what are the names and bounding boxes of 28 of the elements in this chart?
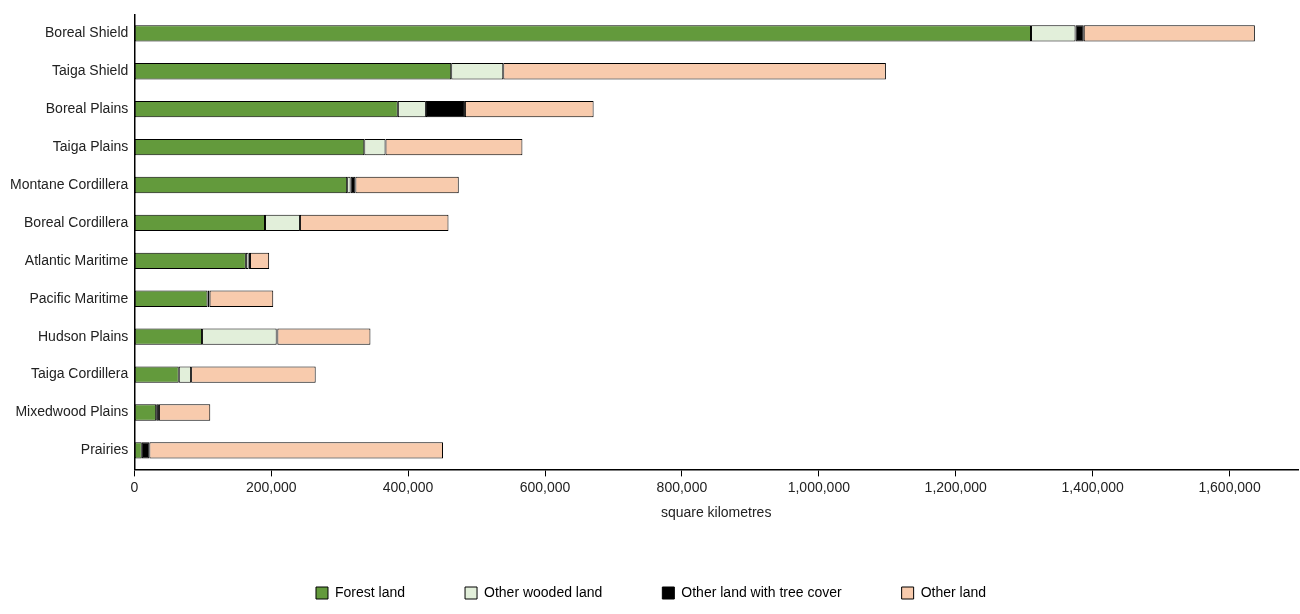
x-axis-title: square kilometres bbox=[660, 504, 772, 521]
bar bbox=[1075, 25, 1084, 42]
y-tick-label: Atlantic Maritime bbox=[24, 251, 129, 268]
bar bbox=[141, 442, 150, 459]
x-tick-label: 0 bbox=[130, 478, 139, 495]
legend-label: Forest land bbox=[335, 583, 406, 600]
y-tick-label: Boreal Plains bbox=[45, 100, 129, 117]
y-tick-label: Boreal Shield bbox=[45, 24, 129, 41]
x-tick-label: 400,000 bbox=[382, 478, 434, 495]
x-tick-label: 1,000,000 bbox=[787, 478, 851, 495]
y-tick-label: Taiga Shield bbox=[52, 62, 129, 79]
x-tick-label: 1,600,000 bbox=[1198, 478, 1261, 495]
y-tick-label: Taiga Cordillera bbox=[31, 365, 129, 382]
y-tick-label: Boreal Cordillera bbox=[24, 213, 129, 230]
x-tick-label: 800,000 bbox=[656, 478, 708, 495]
y-tick-label: Pacific Maritime bbox=[29, 289, 129, 306]
legend-label: Other land bbox=[920, 583, 987, 600]
legend-label: Other land with tree cover bbox=[681, 583, 842, 600]
x-tick-label: 600,000 bbox=[519, 478, 571, 495]
y-tick-label: Montane Cordillera bbox=[9, 175, 129, 192]
x-tick-label: 1,400,000 bbox=[1061, 478, 1124, 495]
y-tick-label: Mixedwood Plains bbox=[15, 403, 129, 420]
y-tick-label: Taiga Plains bbox=[52, 137, 129, 154]
x-tick-label: 1,200,000 bbox=[924, 478, 988, 495]
legend-label: Other wooded land bbox=[484, 583, 603, 600]
y-tick-label: Prairies bbox=[80, 441, 129, 458]
y-tick-label: Hudson Plains bbox=[38, 327, 129, 344]
x-tick-label: 200,000 bbox=[245, 478, 297, 495]
